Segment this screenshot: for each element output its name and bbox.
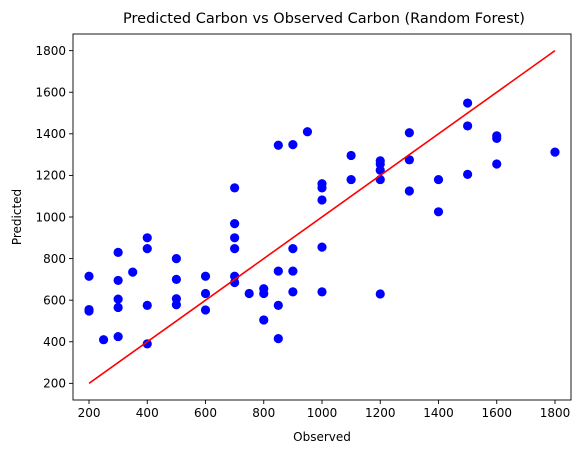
data-point: [463, 98, 472, 107]
x-axis-label: Observed: [293, 430, 351, 444]
y-tick-label: 1600: [35, 86, 66, 100]
y-tick-label: 800: [43, 252, 66, 266]
data-point: [201, 289, 210, 298]
data-point: [288, 266, 297, 275]
data-point: [84, 306, 93, 315]
data-point: [259, 315, 268, 324]
data-point: [288, 140, 297, 149]
data-point: [463, 170, 472, 179]
data-point: [492, 134, 501, 143]
data-point: [230, 233, 239, 242]
data-point: [128, 268, 137, 277]
data-point: [347, 151, 356, 160]
x-tick-label: 800: [252, 406, 275, 420]
data-point: [405, 128, 414, 137]
data-point: [259, 289, 268, 298]
data-point: [347, 175, 356, 184]
data-point: [230, 183, 239, 192]
data-point: [317, 183, 326, 192]
chart-title: Predicted Carbon vs Observed Carbon (Ran…: [123, 11, 525, 27]
y-tick-label: 200: [43, 377, 66, 391]
x-tick-label: 600: [194, 406, 217, 420]
data-point: [405, 186, 414, 195]
data-point: [317, 287, 326, 296]
data-point: [303, 127, 312, 136]
y-axis-label: Predicted: [10, 189, 24, 245]
data-point: [201, 272, 210, 281]
data-point: [172, 275, 181, 284]
data-point: [230, 219, 239, 228]
x-tick-label: 1000: [307, 406, 338, 420]
data-point: [114, 248, 123, 257]
data-point: [230, 244, 239, 253]
x-tick-label: 1600: [481, 406, 512, 420]
x-tick-label: 1200: [365, 406, 396, 420]
data-point: [274, 141, 283, 150]
data-point: [143, 301, 152, 310]
y-tick-label: 400: [43, 335, 66, 349]
data-point: [201, 305, 210, 314]
y-tick-label: 1800: [35, 44, 66, 58]
y-tick-label: 1400: [35, 127, 66, 141]
data-point: [492, 159, 501, 168]
x-tick-label: 200: [78, 406, 101, 420]
x-tick-label: 400: [136, 406, 159, 420]
data-point: [288, 244, 297, 253]
plot-area: 200 400 600 800 1000 1200 1400 1600 1800 200 400 6…: [35, 34, 571, 420]
x-tick-label: 1800: [540, 406, 571, 420]
data-point: [550, 148, 559, 157]
data-point: [317, 243, 326, 252]
data-point: [84, 272, 93, 281]
data-point: [317, 195, 326, 204]
data-point: [274, 301, 283, 310]
data-point: [434, 175, 443, 184]
data-point: [114, 332, 123, 341]
y-tick-label: 1000: [35, 210, 66, 224]
data-point: [288, 287, 297, 296]
data-point: [114, 295, 123, 304]
data-point: [463, 121, 472, 130]
data-point: [376, 289, 385, 298]
x-tick-label: 1400: [423, 406, 454, 420]
data-point: [245, 289, 254, 298]
data-point: [274, 334, 283, 343]
data-point: [114, 276, 123, 285]
data-point: [172, 254, 181, 263]
y-tick-label: 1200: [35, 169, 66, 183]
data-point: [274, 266, 283, 275]
data-point: [143, 244, 152, 253]
data-point: [172, 300, 181, 309]
data-point: [99, 335, 108, 344]
y-tick-label: 600: [43, 293, 66, 307]
data-point: [143, 233, 152, 242]
data-point: [434, 207, 443, 216]
data-point: [114, 303, 123, 312]
